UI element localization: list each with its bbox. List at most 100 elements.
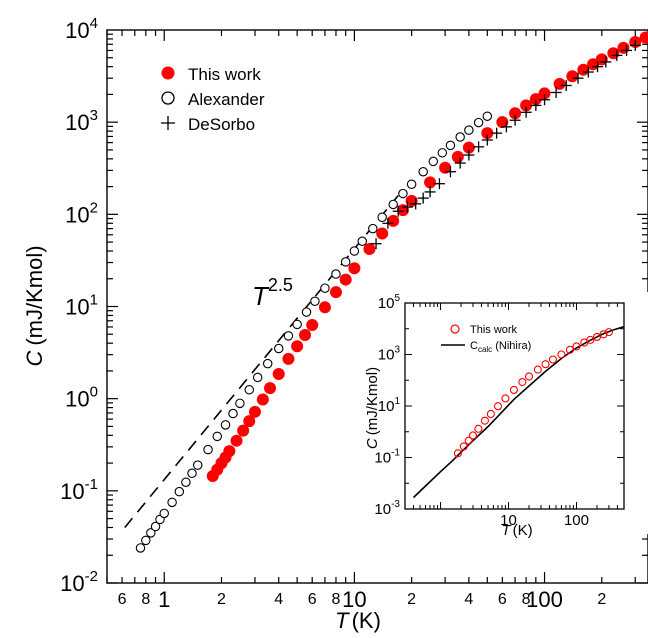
this-work-point [248, 405, 261, 418]
alexander-point [406, 179, 417, 190]
series-alexander [135, 111, 493, 553]
alexander-point [167, 497, 177, 508]
inset-this-work-point [464, 436, 473, 445]
desorbo-point [401, 201, 413, 213]
alexander-point [146, 528, 156, 538]
inset-axis-tick-labels: 10 100 10-3 10-1 101 103 105 [374, 293, 589, 529]
x-major-tick-label: 1 [158, 587, 170, 612]
alexander-point [283, 331, 294, 341]
main-legend: This work Alexander DeSorbo [161, 65, 265, 134]
x-minor-tick-label: 8 [141, 591, 150, 608]
inset-x-axis-title: T (K) [501, 522, 532, 539]
inset-this-work-point [501, 394, 510, 403]
alexander-point [437, 148, 448, 158]
alexander-point [235, 398, 245, 409]
inset-this-work-point [509, 385, 518, 395]
power-law-annotation: T2.5 [252, 275, 293, 311]
desorbo-point [417, 192, 429, 204]
this-work-point [424, 176, 437, 189]
desorbo-point [454, 157, 466, 169]
inset-this-work-point [541, 360, 550, 369]
this-work-point [553, 77, 566, 90]
legend-label-desorbo: DeSorbo [188, 115, 255, 134]
inset-x-tick-label: 10 [500, 512, 517, 529]
inset-this-work-point [604, 328, 613, 337]
alexander-point [388, 199, 398, 210]
this-work-point [520, 99, 533, 112]
this-work-point [481, 127, 494, 140]
alexander-point [273, 343, 284, 354]
desorbo-point [629, 39, 641, 51]
this-work-point [264, 382, 277, 395]
desorbo-point [550, 86, 562, 98]
x-minor-tick-label: 2 [597, 591, 606, 608]
alexander-point [340, 257, 351, 267]
this-work-point [243, 415, 256, 428]
this-work-point [496, 116, 509, 129]
x-minor-tick-label: 6 [498, 591, 507, 608]
alexander-point [398, 188, 408, 199]
alexander-point [320, 283, 330, 293]
alexander-point [464, 125, 474, 135]
alexander-point [252, 372, 263, 383]
inset-y-tick-label: 101 [378, 396, 401, 415]
y-major-tick-label: 102 [65, 199, 98, 227]
inset-y-tick-label: 103 [378, 345, 401, 364]
alexander-point [377, 212, 387, 222]
x-minor-tick-label: 6 [308, 591, 317, 608]
inset-this-work-point [592, 332, 602, 342]
this-work-point [237, 424, 250, 437]
inset-y-tick-label: 10-1 [374, 448, 400, 467]
inset-legend-marker-this-work [450, 324, 460, 334]
inset-this-work-point [557, 350, 566, 359]
desorbo-point [539, 94, 551, 106]
alexander-point [482, 111, 493, 121]
this-work-point [451, 150, 464, 163]
inset-this-work-point [493, 402, 503, 411]
desorbo-point [433, 178, 445, 190]
inset-this-work-point [524, 372, 534, 381]
inset-this-work-point [518, 378, 527, 387]
desorbo-point [582, 66, 594, 78]
this-work-point [577, 63, 590, 76]
x-minor-tick-label: 2 [217, 591, 226, 608]
desorbo-point [509, 114, 521, 126]
inset-series-this-work [453, 328, 613, 458]
this-work-point [223, 445, 236, 458]
y-major-tick-label: 10-1 [60, 476, 98, 504]
alexander-point [212, 431, 222, 442]
alexander-point [220, 420, 231, 430]
alexander-point [349, 246, 360, 256]
alexander-point [310, 296, 320, 307]
desorbo-point [530, 99, 542, 111]
desorbo-point [600, 56, 612, 68]
inset-y-axis-title: C(mJ/Kmol) [364, 367, 381, 449]
alexander-point [331, 269, 341, 279]
alexander-point [159, 508, 169, 519]
desorbo-point [500, 121, 512, 133]
y-major-tick-label: 10-2 [60, 568, 98, 596]
this-work-point [339, 273, 352, 286]
alexander-point [181, 477, 191, 487]
inset-this-work-point [586, 335, 595, 344]
x-minor-tick-label: 2 [407, 591, 416, 608]
this-work-point [299, 329, 312, 342]
alexander-point [174, 486, 185, 497]
alexander-point [141, 535, 151, 546]
this-work-point [329, 286, 342, 299]
series-desorbo [370, 39, 641, 250]
this-work-point [272, 368, 285, 381]
this-work-point [291, 340, 304, 353]
this-work-point [538, 87, 551, 100]
x-minor-tick-label: 4 [464, 591, 473, 608]
this-work-point [509, 107, 522, 120]
inset-x-tick-label: 100 [564, 512, 589, 529]
this-work-point [230, 434, 243, 447]
this-work-point [387, 214, 400, 227]
inset-this-work-point [572, 342, 581, 351]
alexander-point [473, 117, 484, 128]
desorbo-point [611, 49, 623, 61]
alexander-point [292, 319, 302, 330]
desorbo-point [424, 186, 436, 198]
